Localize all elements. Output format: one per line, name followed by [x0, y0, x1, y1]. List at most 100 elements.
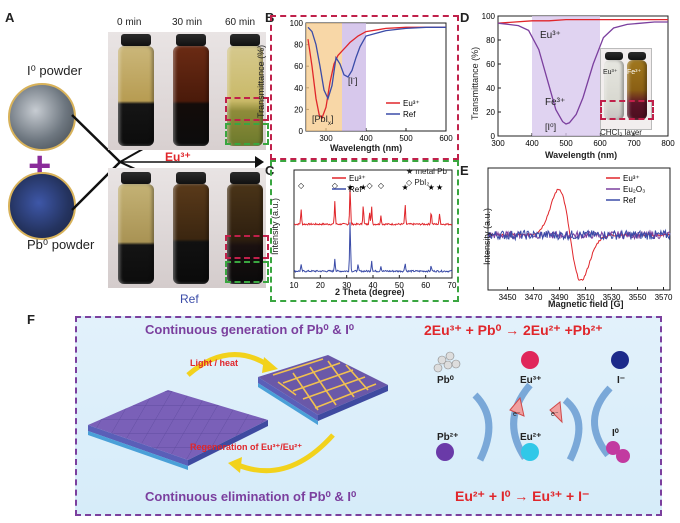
panel-label-a: A	[5, 10, 15, 25]
chart-b-ytick-label: 40	[294, 84, 303, 93]
species-eu2: Eu²⁺	[520, 432, 542, 443]
chart-c-diamond-marker: ◇	[366, 181, 373, 190]
pb-powder-image	[8, 172, 76, 240]
chart-d-shaded-region	[532, 16, 600, 136]
time-label: 0 min	[117, 17, 142, 28]
chart-e: 3450 3470 3490 3510 3530 3550 3570 Eu³⁺ Eu₂O₃ Ref	[487, 167, 673, 302]
chart-c-diamond-marker: ◇	[332, 181, 339, 190]
vial-cap	[176, 172, 206, 184]
chart-e-xtick-label: 3530	[603, 293, 621, 302]
chart-b-ytick-label: 100	[290, 19, 304, 28]
chart-c-series-Ref	[293, 222, 453, 274]
chart-c: 10 20 30 40 50 60 70★ ★ ★ ★ ★◇ ◇ ◇ ◇Eu³⁺Ref	[290, 169, 457, 290]
vial-cap	[605, 52, 623, 60]
chart-e-xtick-label: 3450	[499, 293, 517, 302]
i0-sphere	[606, 441, 620, 455]
pb2-sphere	[436, 443, 454, 461]
chart-c-xtick-label: 40	[369, 281, 378, 290]
species-pb2: Pb²⁺	[437, 432, 459, 443]
ref-vial-label: Ref	[180, 292, 199, 306]
vial-ref-30min	[173, 184, 209, 284]
chart-d-ytick-label: 60	[486, 60, 495, 69]
chart-e-xtick-label: 3510	[577, 293, 595, 302]
chart-e-series-Ref	[487, 228, 671, 242]
eu-vial-label: Eu³⁺	[165, 150, 191, 164]
d-i0-label: [I⁰]	[545, 122, 557, 132]
chart-c-star-marker: ★	[428, 183, 435, 192]
vial-ref-60min	[227, 184, 263, 284]
chart-b-xtick-label: 600	[439, 134, 453, 143]
chart-d-xtick-label: 800	[661, 139, 675, 148]
chart-d-xtick-label: 400	[525, 139, 539, 148]
pb-powder-label: Pb⁰ powder	[27, 237, 95, 252]
chart-b: 300 400 500 600 0 20 40 60 80 100 Eu³⁺ Ref	[290, 19, 454, 143]
vial-cap	[121, 34, 151, 46]
chart-b-xtick-label: 300	[319, 134, 333, 143]
d-fe-label: Fe³⁺	[545, 97, 566, 108]
chart-b-ytick-label: 20	[294, 105, 303, 114]
highlight-box-green	[225, 123, 269, 145]
chart-b-xtick-label: 500	[399, 134, 413, 143]
chart-d-series-Fe³⁺	[497, 21, 668, 125]
film-base-right	[258, 383, 318, 425]
chart-c-xtick-label: 70	[448, 281, 457, 290]
d-eu-label: Eu³⁺	[540, 30, 561, 41]
chart-b-xtick-label: 400	[359, 134, 373, 143]
chart-e-legend-entry: Ref	[623, 196, 636, 205]
vial-cap	[628, 52, 646, 60]
inset-fe-label: Fe³⁺	[627, 69, 642, 76]
arrowhead	[262, 357, 278, 373]
species-electron: e⁻	[551, 411, 559, 418]
panel-label-e: E	[460, 163, 469, 178]
chart-d-xtick-label: 500	[559, 139, 573, 148]
chart-c-diamond-marker: ◇	[298, 181, 305, 190]
vial-ref-0min	[118, 184, 154, 284]
chart-e-xlabel: Magnetic field [G]	[548, 299, 624, 309]
chart-c-xlabel: 2 Theta (degree)	[335, 287, 405, 297]
chart-d-ytick-label: 40	[486, 84, 495, 93]
cycle-arrow	[562, 397, 583, 462]
chart-c-star-marker: ★	[360, 183, 367, 192]
vial-eu-0min	[118, 46, 154, 146]
chart-c-xtick-label: 50	[395, 281, 404, 290]
inset-vial-eu	[604, 60, 624, 120]
f-regeneration: Regeneration of Eu³⁺/Eu²⁺	[190, 442, 303, 452]
species-pb0: Pb⁰	[437, 375, 454, 386]
time-label: 30 min	[172, 17, 203, 28]
panel-label-f: F	[27, 312, 35, 327]
species-i-minus: I⁻	[617, 375, 626, 386]
time-label: 60 min	[225, 17, 256, 28]
chart-c-xtick-label: 20	[316, 281, 325, 290]
pb0-cluster	[433, 351, 461, 373]
chart-e-xtick-label: 3550	[629, 293, 647, 302]
film-side-right2	[318, 385, 388, 421]
cycle-arrow	[510, 382, 533, 460]
chart-c-star-marker: ★	[347, 183, 354, 192]
inset-caption: CHCl₃ layer	[600, 128, 642, 137]
panel-c-border	[270, 160, 459, 302]
chart-d-xtick-label: 700	[627, 139, 641, 148]
chart-d-ytick-label: 80	[486, 36, 495, 45]
eu2-sphere	[521, 443, 539, 461]
annot-pbix: [PbIx]	[312, 114, 334, 127]
chart-c-series-Eu³⁺	[293, 187, 453, 226]
species-i0: I⁰	[612, 428, 619, 439]
panel-b-border	[270, 15, 459, 160]
vial-cap	[230, 172, 260, 184]
chart-b-xlabel: Wavelength (nm)	[330, 143, 403, 153]
i0-sphere	[616, 449, 630, 463]
chart-c-xtick-label: 30	[342, 281, 351, 290]
panel-label-d: D	[460, 10, 470, 25]
chart-b-legend-entry: Eu³⁺	[403, 99, 420, 108]
chart-d-ytick-label: 0	[491, 132, 496, 141]
arrow-regeneration	[237, 433, 335, 474]
chart-d-xtick-label: 300	[491, 139, 505, 148]
chart-b-ytick-label: 80	[294, 41, 303, 50]
chart-e-xtick-label: 3570	[655, 293, 673, 302]
chart-b-series-Ref	[307, 26, 446, 101]
film-side-left2	[188, 420, 268, 466]
chart-d-xlabel: Wavelength (nm)	[545, 150, 618, 160]
film-side-left	[88, 425, 188, 466]
species-electron: e⁻	[513, 411, 521, 418]
eu3-sphere	[521, 351, 539, 369]
